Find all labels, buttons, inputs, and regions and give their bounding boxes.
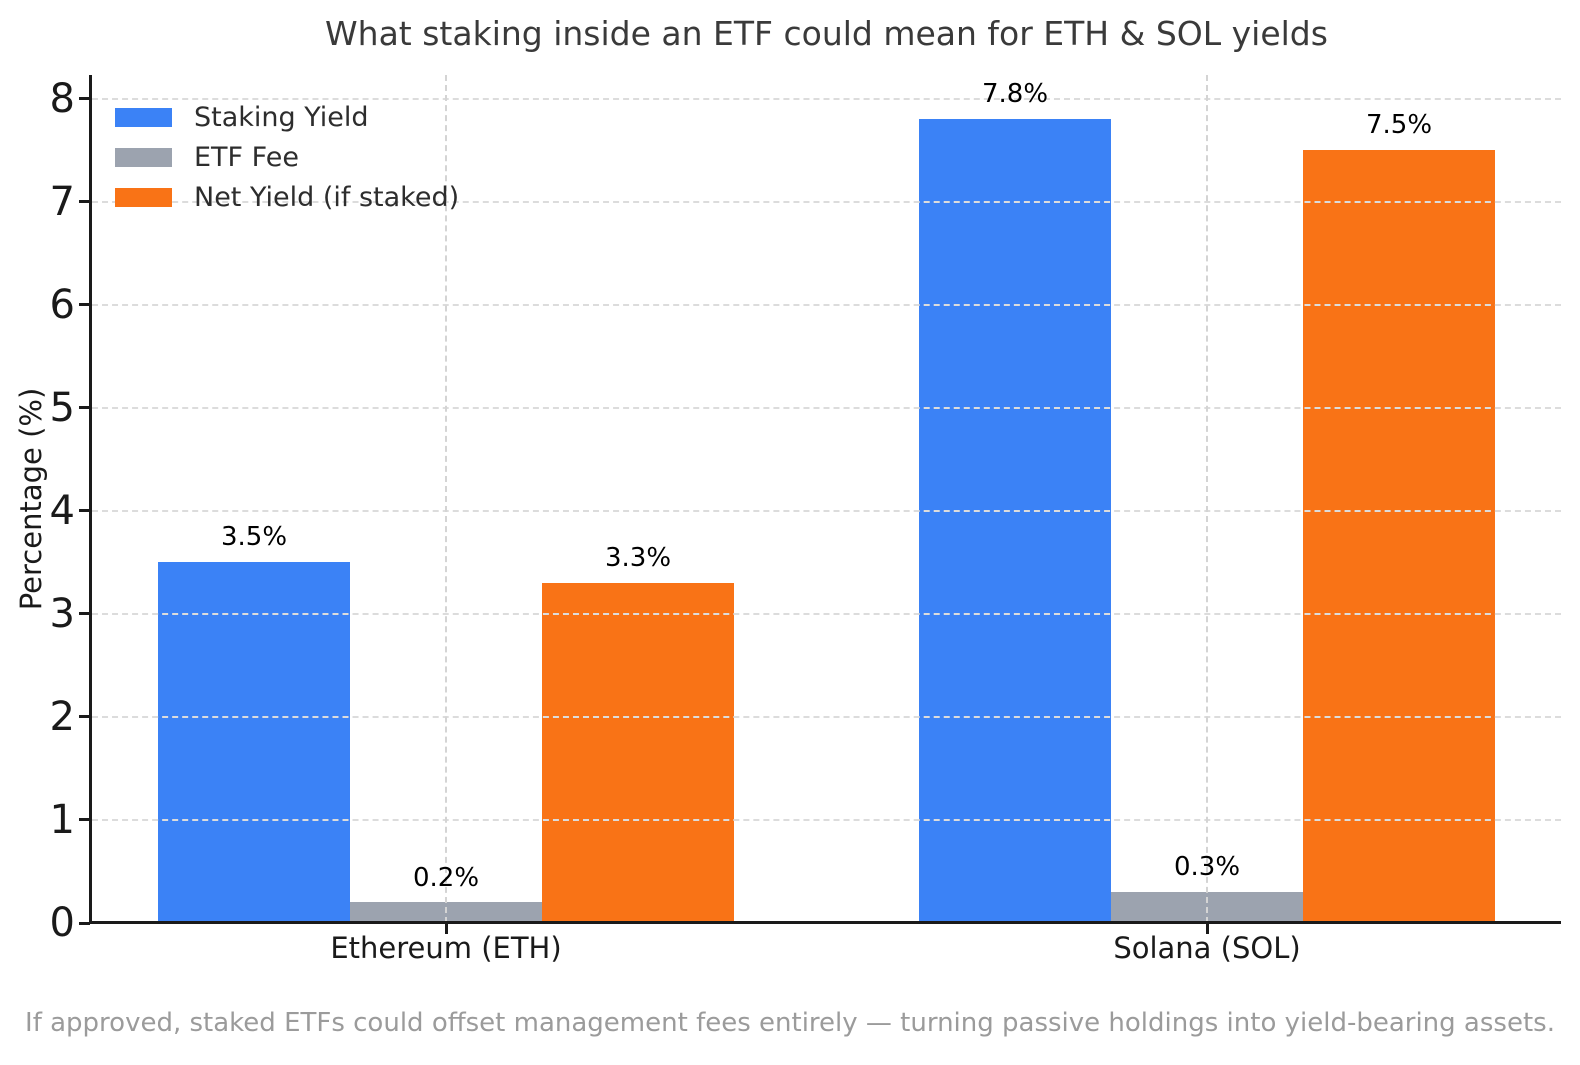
caption: If approved, staked ETFs could offset ma…	[25, 1008, 1555, 1038]
y-tick-5	[79, 406, 90, 410]
gridline-y-8	[92, 97, 1561, 100]
y-tick-label-7: 7	[49, 178, 75, 225]
gridline-y-2	[92, 715, 1561, 718]
bar-staking-yield-solana-sol	[919, 119, 1111, 923]
y-tick-label-8: 8	[49, 75, 75, 122]
legend-item-etf-fee: ETF Fee	[115, 144, 459, 171]
value-label-etf-fee-ethereum-eth: 0.2%	[412, 862, 480, 893]
bar-net-yield-if-staked-solana-sol	[1303, 150, 1495, 923]
value-label-net-yield-if-staked-ethereum-eth: 3.3%	[604, 543, 672, 574]
y-tick-4	[79, 509, 90, 513]
legend-item-net-yield-if-staked: Net Yield (if staked)	[115, 184, 459, 211]
legend-label-etf-fee: ETF Fee	[194, 142, 299, 173]
y-tick-1	[79, 818, 90, 822]
legend: Staking Yield ETF Fee Net Yield (if staked…	[115, 104, 459, 211]
y-tick-7	[79, 200, 90, 204]
x-tick-label-ethereum-eth: Ethereum (ETH)	[330, 931, 562, 965]
y-tick-3	[79, 612, 90, 616]
gridline-y-5	[92, 406, 1561, 409]
legend-swatch-net-yield-if-staked	[115, 188, 172, 207]
legend-label-staking-yield: Staking Yield	[194, 102, 369, 133]
y-tick-0	[79, 921, 90, 925]
y-tick-label-0: 0	[49, 900, 75, 946]
y-tick-8	[79, 97, 90, 101]
legend-item-staking-yield: Staking Yield	[115, 104, 459, 131]
y-axis-spine	[89, 75, 92, 924]
y-tick-label-3: 3	[49, 590, 75, 637]
plot-area: 3.5% 7.8% 0.2% 0.3% 3.3% 7.5%	[92, 75, 1561, 923]
gridline-y-1	[92, 818, 1561, 821]
legend-label-net-yield-if-staked: Net Yield (if staked)	[194, 182, 460, 213]
gridline-x-solana-sol	[1206, 75, 1208, 923]
y-tick-label-6: 6	[49, 281, 75, 328]
value-label-etf-fee-solana-sol: 0.3%	[1173, 852, 1241, 883]
x-axis-spine	[89, 921, 1561, 924]
y-tick-label-2: 2	[49, 693, 75, 740]
value-label-net-yield-if-staked-solana-sol: 7.5%	[1365, 110, 1433, 141]
chart-title: What staking inside an ETF could mean fo…	[325, 14, 1328, 53]
x-tick-solana-sol	[1205, 923, 1209, 934]
gridline-x-ethereum-eth	[445, 75, 447, 923]
value-label-staking-yield-solana-sol: 7.8%	[981, 79, 1049, 110]
x-tick-ethereum-eth	[444, 923, 448, 934]
value-label-staking-yield-ethereum-eth: 3.5%	[220, 522, 288, 553]
y-tick-label-1: 1	[49, 796, 75, 843]
legend-swatch-staking-yield	[115, 108, 172, 127]
y-tick-label-5: 5	[49, 384, 75, 431]
bar-staking-yield-ethereum-eth	[158, 562, 350, 923]
y-tick-label-4: 4	[49, 487, 75, 534]
bar-net-yield-if-staked-ethereum-eth	[542, 582, 734, 923]
gridline-y-7	[92, 200, 1561, 203]
x-tick-label-solana-sol: Solana (SOL)	[1113, 931, 1301, 965]
legend-swatch-etf-fee	[115, 148, 172, 167]
gridline-y-4	[92, 509, 1561, 512]
gridline-y-6	[92, 303, 1561, 306]
y-tick-6	[79, 303, 90, 307]
gridline-y-3	[92, 612, 1561, 615]
y-tick-2	[79, 715, 90, 719]
